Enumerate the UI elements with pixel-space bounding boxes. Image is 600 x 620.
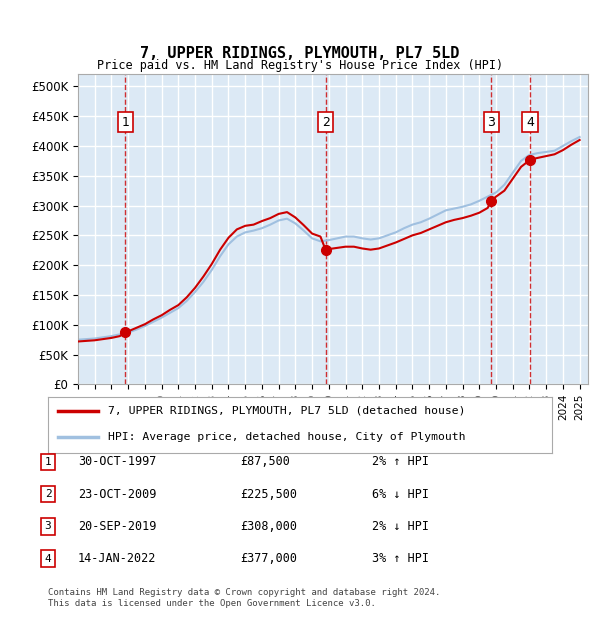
Text: 4: 4 [526, 115, 534, 128]
Text: Price paid vs. HM Land Registry's House Price Index (HPI): Price paid vs. HM Land Registry's House … [97, 59, 503, 72]
Text: 20-SEP-2019: 20-SEP-2019 [78, 520, 157, 533]
Text: 2: 2 [44, 489, 52, 499]
Text: 3: 3 [487, 115, 495, 128]
Text: £87,500: £87,500 [240, 456, 290, 468]
Text: 2: 2 [322, 115, 329, 128]
Text: Contains HM Land Registry data © Crown copyright and database right 2024.
This d: Contains HM Land Registry data © Crown c… [48, 588, 440, 608]
Text: 23-OCT-2009: 23-OCT-2009 [78, 488, 157, 500]
Text: 1: 1 [44, 457, 52, 467]
Text: 3: 3 [44, 521, 52, 531]
Text: 1: 1 [121, 115, 129, 128]
Text: 7, UPPER RIDINGS, PLYMOUTH, PL7 5LD: 7, UPPER RIDINGS, PLYMOUTH, PL7 5LD [140, 46, 460, 61]
Text: 2% ↑ HPI: 2% ↑ HPI [372, 456, 429, 468]
Text: 7, UPPER RIDINGS, PLYMOUTH, PL7 5LD (detached house): 7, UPPER RIDINGS, PLYMOUTH, PL7 5LD (det… [109, 405, 466, 416]
Text: £308,000: £308,000 [240, 520, 297, 533]
Text: 6% ↓ HPI: 6% ↓ HPI [372, 488, 429, 500]
Text: 3% ↑ HPI: 3% ↑ HPI [372, 552, 429, 565]
Text: 30-OCT-1997: 30-OCT-1997 [78, 456, 157, 468]
Text: £225,500: £225,500 [240, 488, 297, 500]
Text: £377,000: £377,000 [240, 552, 297, 565]
Text: 2% ↓ HPI: 2% ↓ HPI [372, 520, 429, 533]
Text: 14-JAN-2022: 14-JAN-2022 [78, 552, 157, 565]
Text: 4: 4 [44, 554, 52, 564]
Text: HPI: Average price, detached house, City of Plymouth: HPI: Average price, detached house, City… [109, 432, 466, 442]
